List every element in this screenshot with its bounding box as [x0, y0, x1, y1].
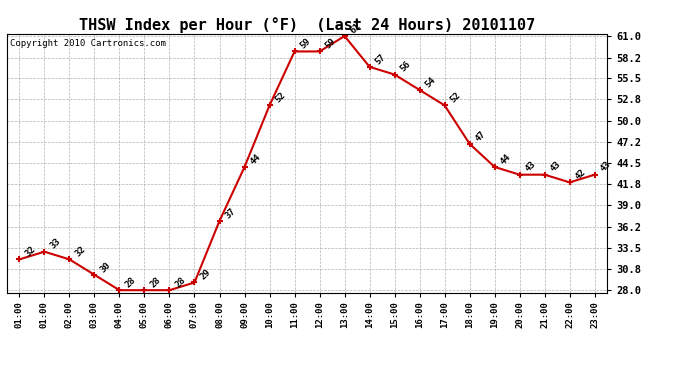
Text: 32: 32 — [23, 244, 37, 259]
Text: 56: 56 — [399, 60, 413, 74]
Text: 44: 44 — [499, 152, 513, 166]
Text: 32: 32 — [74, 244, 88, 259]
Text: 59: 59 — [324, 37, 337, 51]
Text: 29: 29 — [199, 268, 213, 282]
Text: 43: 43 — [599, 160, 613, 174]
Text: 52: 52 — [448, 91, 463, 105]
Text: 37: 37 — [224, 206, 237, 220]
Text: 43: 43 — [549, 160, 563, 174]
Text: 52: 52 — [274, 91, 288, 105]
Text: 47: 47 — [474, 129, 488, 143]
Text: 61: 61 — [348, 21, 363, 35]
Text: 59: 59 — [299, 37, 313, 51]
Title: THSW Index per Hour (°F)  (Last 24 Hours) 20101107: THSW Index per Hour (°F) (Last 24 Hours)… — [79, 17, 535, 33]
Text: 28: 28 — [148, 276, 163, 290]
Text: 43: 43 — [524, 160, 538, 174]
Text: 28: 28 — [174, 276, 188, 290]
Text: 54: 54 — [424, 75, 437, 89]
Text: 33: 33 — [48, 237, 63, 251]
Text: Copyright 2010 Cartronics.com: Copyright 2010 Cartronics.com — [10, 39, 166, 48]
Text: 44: 44 — [248, 152, 263, 166]
Text: 28: 28 — [124, 276, 137, 290]
Text: 42: 42 — [574, 168, 588, 182]
Text: 57: 57 — [374, 52, 388, 66]
Text: 30: 30 — [99, 260, 112, 274]
